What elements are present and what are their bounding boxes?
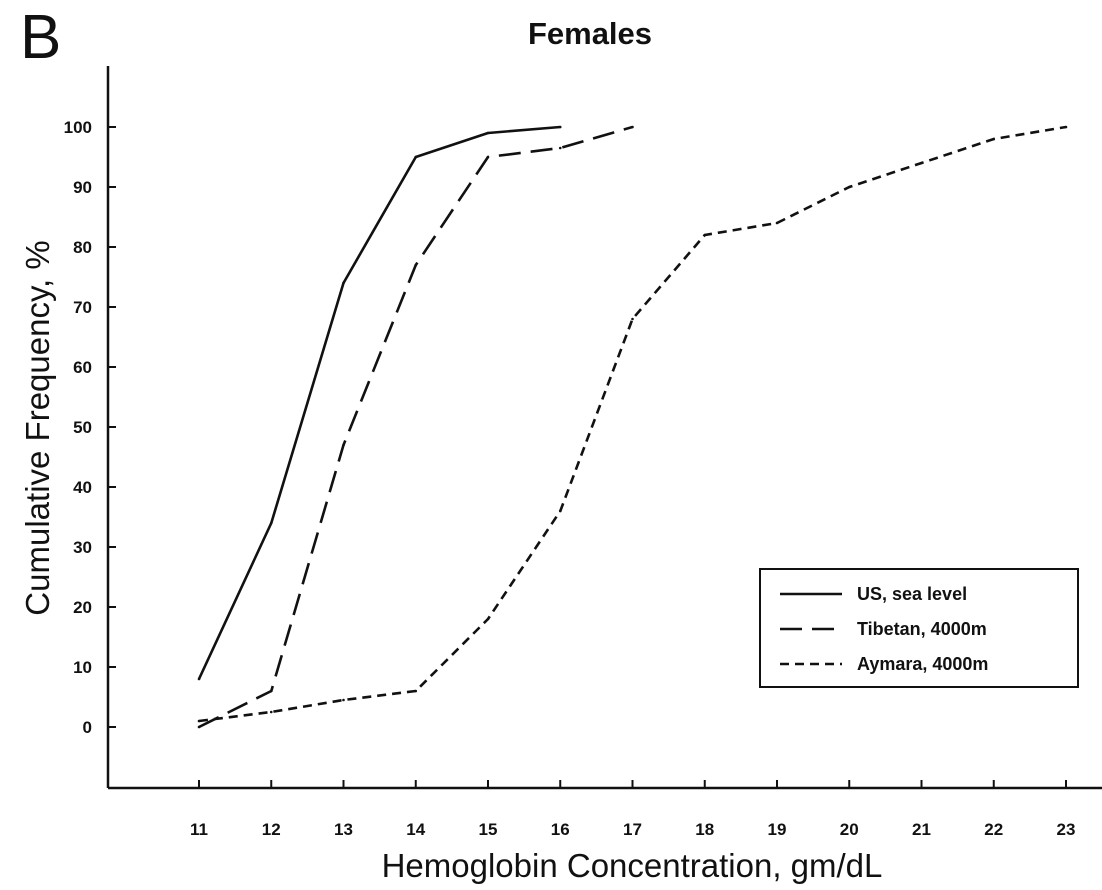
panel-label: B <box>20 3 61 72</box>
data-point-aymara-4000m <box>197 719 201 723</box>
x-tick-label: 15 <box>479 820 498 839</box>
x-tick-label: 12 <box>262 820 281 839</box>
data-point-tibetan-4000m <box>197 725 201 729</box>
x-tick-label: 11 <box>190 820 208 839</box>
data-point-us-sea-level <box>558 125 562 129</box>
data-point-tibetan-4000m <box>269 689 273 693</box>
x-tick-label: 20 <box>840 820 859 839</box>
data-point-tibetan-4000m <box>631 125 634 129</box>
data-point-aymara-4000m <box>992 137 996 141</box>
y-tick-label: 0 <box>83 718 92 737</box>
data-point-aymara-4000m <box>1064 125 1068 129</box>
y-tick-label: 80 <box>73 238 92 257</box>
data-point-aymara-4000m <box>558 509 562 513</box>
x-tick-label: 17 <box>623 820 642 839</box>
x-tick-label: 14 <box>406 820 425 839</box>
data-point-aymara-4000m <box>631 317 634 321</box>
data-point-us-sea-level <box>414 155 418 159</box>
data-point-tibetan-4000m <box>486 155 490 159</box>
data-point-aymara-4000m <box>775 221 779 225</box>
y-tick-label: 100 <box>64 118 92 137</box>
data-point-us-sea-level <box>342 281 345 285</box>
data-point-aymara-4000m <box>269 710 273 714</box>
y-tick-label: 50 <box>73 418 92 437</box>
y-axis-title: Cumulative Frequency, % <box>19 240 56 615</box>
data-point-aymara-4000m <box>847 185 851 189</box>
x-axis-ticks: 11 12 13 14 15 16 17 18 19 20 21 22 23 <box>190 780 1075 839</box>
y-tick-label: 20 <box>73 598 92 617</box>
data-point-us-sea-level <box>197 677 201 681</box>
series-lines <box>197 125 1068 729</box>
data-point-aymara-4000m <box>703 233 707 237</box>
y-tick-label: 60 <box>73 358 92 377</box>
y-tick-label: 40 <box>73 478 92 497</box>
y-tick-label: 10 <box>73 658 92 677</box>
x-tick-label: 16 <box>551 820 570 839</box>
data-point-aymara-4000m <box>342 698 345 702</box>
x-tick-label: 13 <box>334 820 353 839</box>
data-point-tibetan-4000m <box>558 146 562 150</box>
data-point-us-sea-level <box>269 521 273 525</box>
x-tick-label: 21 <box>912 820 931 839</box>
y-tick-label: 30 <box>73 538 92 557</box>
data-point-aymara-4000m <box>920 161 923 165</box>
legend: US, sea level Tibetan, 4000m Aymara, 400… <box>759 568 1079 688</box>
series-line-tibetan-4000m <box>198 125 633 729</box>
data-point-us-sea-level <box>486 131 490 135</box>
x-tick-label: 22 <box>984 820 1003 839</box>
legend-label-us-sea-level: US, sea level <box>857 584 967 604</box>
legend-label-tibetan-4000m: Tibetan, 4000m <box>857 619 987 639</box>
x-tick-label: 19 <box>768 820 787 839</box>
y-tick-label: 70 <box>73 298 92 317</box>
legend-label-aymara-4000m: Aymara, 4000m <box>857 654 988 674</box>
chart-title: Females <box>528 16 652 51</box>
y-tick-label: 90 <box>73 178 92 197</box>
series-line-us-sea-level <box>197 125 561 680</box>
data-point-aymara-4000m <box>414 689 418 693</box>
x-axis-title: Hemoglobin Concentration, gm/dL <box>382 847 883 884</box>
x-tick-label: 18 <box>695 820 714 839</box>
data-point-aymara-4000m <box>486 617 490 621</box>
data-point-tibetan-4000m <box>414 263 418 267</box>
data-point-tibetan-4000m <box>342 443 345 447</box>
y-axis-ticks: 0 10 20 30 40 50 60 70 80 90 100 <box>64 118 116 737</box>
x-tick-label: 23 <box>1057 820 1076 839</box>
